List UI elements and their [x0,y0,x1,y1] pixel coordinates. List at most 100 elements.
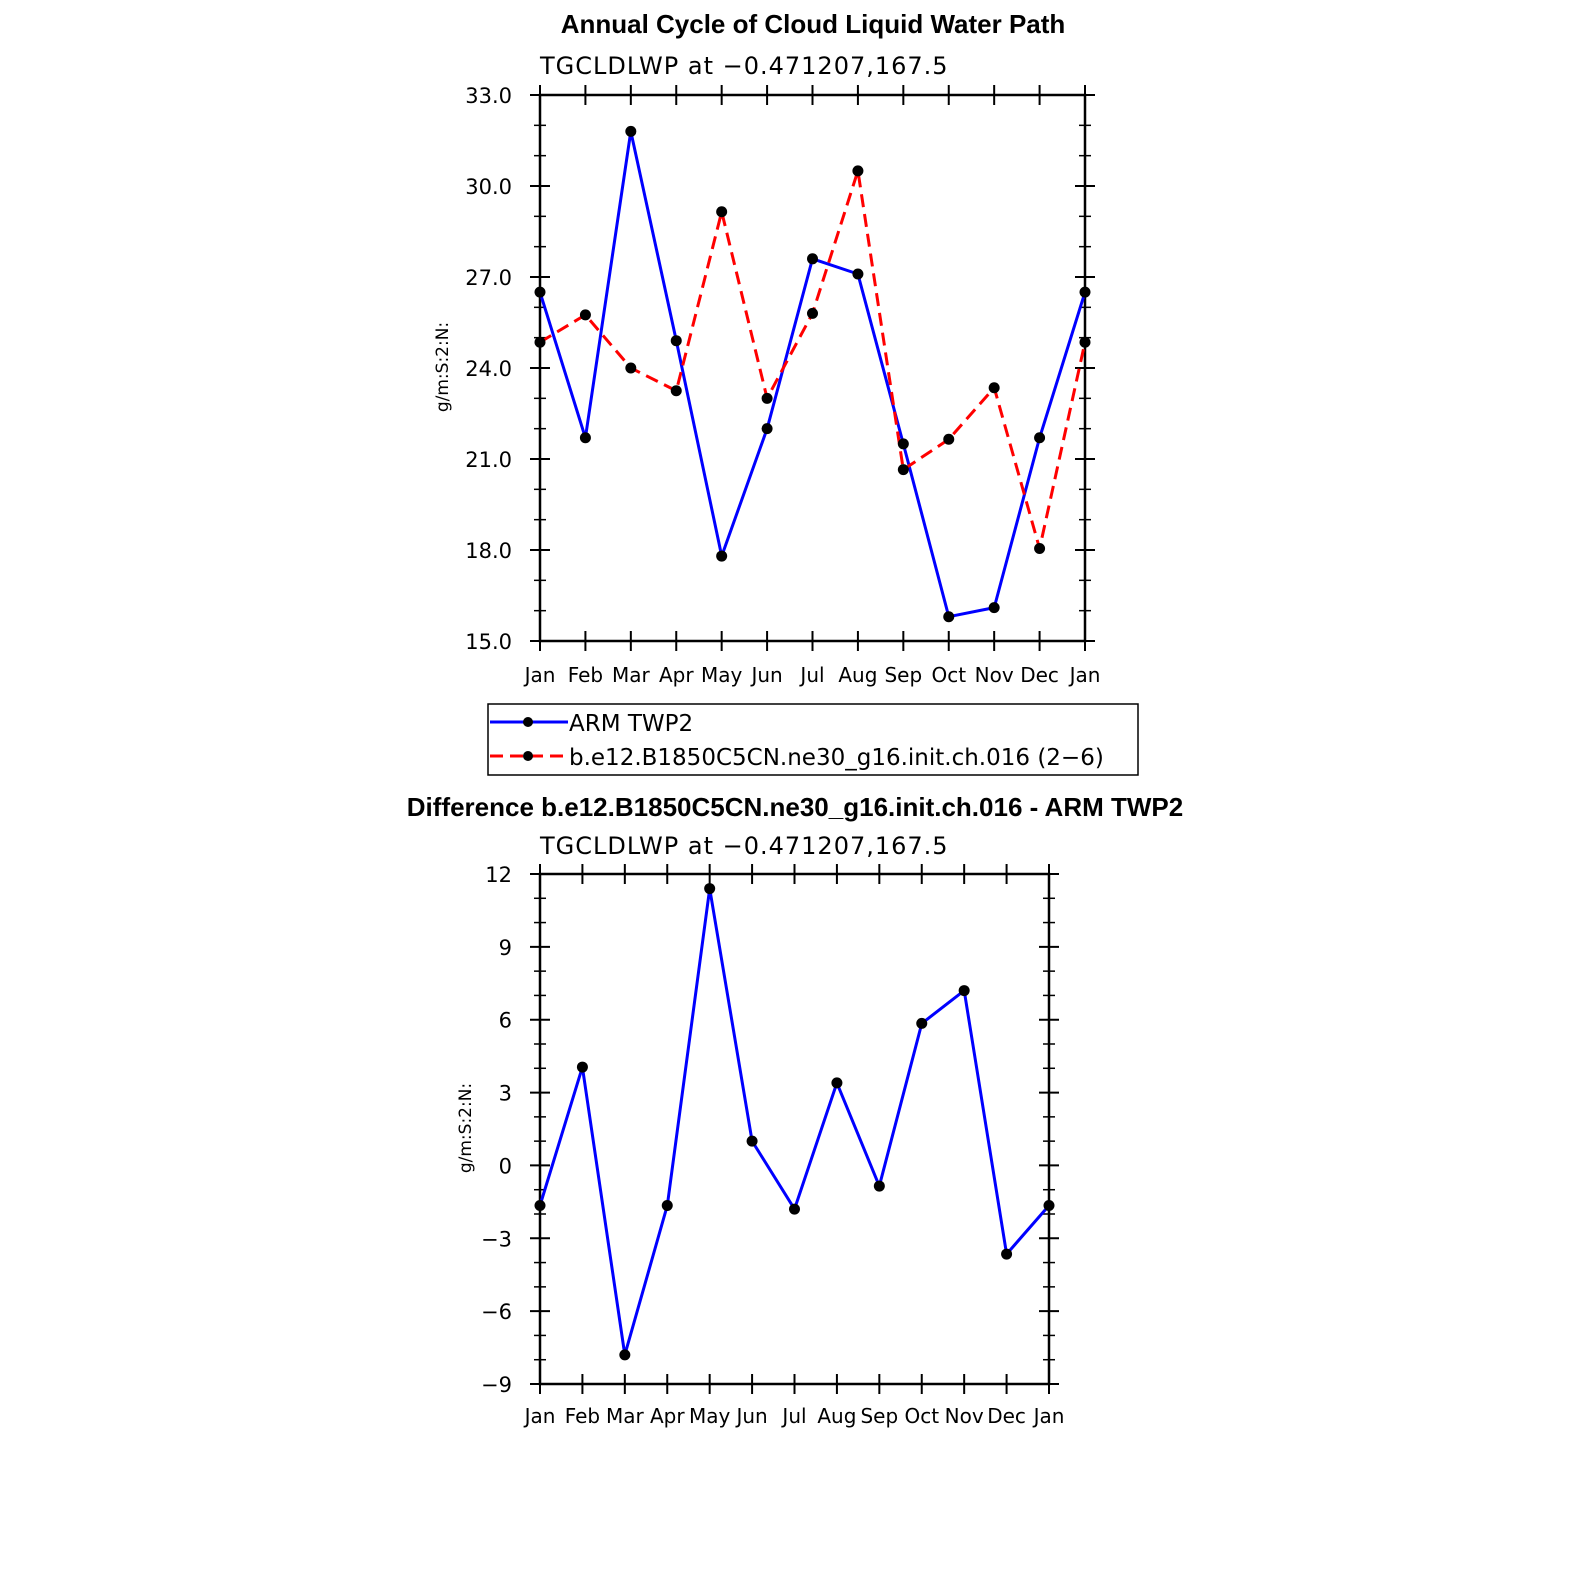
x-tick-label: Jan [1068,663,1101,687]
x-tick-label: Feb [565,1404,600,1428]
data-point-series-0 [746,1135,758,1147]
x-tick-label: Apr [659,663,694,687]
chart-title: Annual Cycle of Cloud Liquid Water Path [561,9,1066,39]
data-point-series-1 [761,392,773,404]
x-tick-label: Jan [1032,1404,1065,1428]
y-axis-label: g/m:S:2:N: [433,322,453,412]
x-tick-label: May [701,663,743,687]
legend-label-arm-twp2: ARM TWP2 [569,711,693,737]
data-point-series-0 [670,335,682,347]
y-tick-label: 33.0 [465,84,512,108]
x-tick-label: May [689,1404,731,1428]
legend-entry-model: b.e12.B1850C5CN.ne30_g16.init.ch.016 (2−… [490,745,1104,771]
data-point-series-0 [576,1061,588,1073]
legend-box [487,703,1139,776]
plot-frame [538,93,1087,643]
x-tick-label: Mar [606,1404,645,1428]
x-tick-label: Nov [945,1404,984,1428]
data-point-series-0 [988,602,1000,614]
data-point-series-0 [852,268,864,280]
data-point-series-0 [897,438,909,450]
difference-chart-title: Difference b.e12.B1850C5CN.ne30_g16.init… [407,792,1183,822]
data-point-series-0 [916,1017,928,1029]
data-point-series-0 [625,125,637,137]
x-tick-label: Sep [884,663,922,687]
y-tick-label: 3 [499,1082,512,1106]
data-point-series-1 [579,309,591,321]
chart-subtitle: TGCLDLWP at −0.471207,167.5 [539,52,949,80]
difference-chart-subtitle: TGCLDLWP at −0.471207,167.5 [539,832,949,860]
y-tick-label: 21.0 [465,448,512,472]
data-point-series-0 [831,1077,843,1089]
annual-cycle-plot: 15.0 18.0 21.0 24.0 27.0 30.0 33.0 Jan Feb Mar Apr… [465,84,1100,687]
data-point-series-0 [789,1203,800,1215]
difference-plot: −9 −6 −3 0 3 6 9 12 Jan Feb Mar Apr May Jun Jul Aug Sep O… [481,863,1064,1428]
data-point-series-1 [1034,542,1046,554]
x-tick-label: Oct [904,1404,939,1428]
x-tick-label: Nov [975,663,1014,687]
x-tick-label: Aug [838,663,877,687]
data-point-series-0 [534,286,546,298]
series-line-1 [539,169,1087,550]
data-point-series-1 [988,382,1000,394]
y-tick-label: 0 [499,1154,512,1178]
y-tick-label: 18.0 [465,539,512,563]
data-point-series-0 [873,1180,885,1192]
x-tick-label: Oct [931,663,966,687]
series-line-0 [538,129,1087,619]
data-point-series-1 [807,307,818,319]
x-tick-label: Jul [780,1404,806,1428]
x-tick-label: Dec [1020,663,1059,687]
data-point-series-1 [625,362,637,374]
difference-y-axis-label: g/m:S:2:N: [456,1083,476,1173]
data-point-series-0 [534,1200,546,1211]
data-point-series-1 [852,165,864,177]
data-point-series-0 [579,432,591,444]
y-tick-label: 27.0 [465,266,512,290]
data-point-series-0 [1034,432,1046,444]
legend: ARM TWP2 b.e12.B1850C5CN.ne30_g16.init.c… [487,703,1139,776]
data-point-series-1 [943,433,955,445]
x-tick-label: Jan [523,663,556,687]
x-tick-label: Feb [568,663,603,687]
y-tick-label: 6 [499,1009,512,1033]
legend-marker-arm-twp2 [523,717,533,727]
y-tick-label: −9 [481,1373,512,1397]
data-point-series-1 [716,206,728,218]
x-tick-label: Jul [798,663,824,687]
y-tick-label: 9 [499,936,512,960]
annual-cycle-panel: Annual Cycle of Cloud Liquid Water Path … [433,9,1139,776]
y-tick-label: −6 [481,1300,512,1324]
legend-label-model: b.e12.B1850C5CN.ne30_g16.init.ch.016 (2−… [569,745,1104,771]
x-tick-label: Mar [612,663,651,687]
legend-marker-model [523,751,533,761]
data-point-series-0 [761,423,773,435]
x-tick-label: Dec [987,1404,1026,1428]
difference-panel: Difference b.e12.B1850C5CN.ne30_g16.init… [407,792,1183,1428]
data-point-series-0 [1079,286,1091,298]
data-point-series-0 [704,883,716,895]
series-line-0 [538,887,1051,1357]
x-tick-label: Aug [817,1404,856,1428]
data-point-series-0 [958,985,970,997]
data-point-series-0 [1001,1248,1013,1260]
y-tick-label: 24.0 [465,357,512,381]
y-tick-label: −3 [481,1227,512,1251]
y-tick-label: 12 [485,863,512,887]
data-point-series-1 [534,336,546,348]
x-tick-label: Sep [860,1404,898,1428]
data-point-series-0 [661,1200,673,1211]
data-point-series-1 [1079,336,1091,348]
legend-entry-arm-twp2: ARM TWP2 [490,711,693,737]
y-tick-label: 15.0 [465,630,512,654]
data-point-series-0 [716,550,728,562]
data-point-series-0 [943,611,955,623]
data-point-series-0 [619,1349,631,1361]
data-point-series-1 [670,385,682,397]
x-tick-label: Apr [650,1404,685,1428]
x-tick-label: Jun [749,663,782,687]
data-point-series-1 [897,464,909,476]
x-tick-label: Jun [734,1404,767,1428]
x-tick-label: Jan [523,1404,556,1428]
data-point-series-0 [807,253,818,265]
